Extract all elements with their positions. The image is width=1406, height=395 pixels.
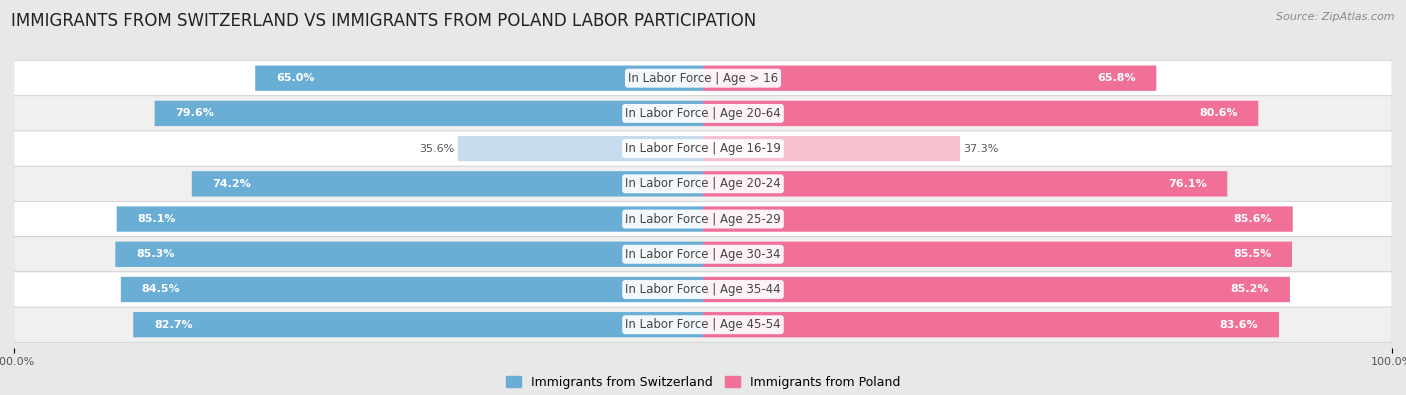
FancyBboxPatch shape	[703, 312, 1279, 337]
FancyBboxPatch shape	[155, 101, 703, 126]
FancyBboxPatch shape	[703, 101, 1258, 126]
Text: 80.6%: 80.6%	[1199, 108, 1237, 118]
Text: 37.3%: 37.3%	[963, 144, 998, 154]
Text: 65.8%: 65.8%	[1097, 73, 1136, 83]
Text: In Labor Force | Age > 16: In Labor Force | Age > 16	[628, 71, 778, 85]
FancyBboxPatch shape	[703, 171, 1227, 197]
FancyBboxPatch shape	[14, 131, 1392, 166]
FancyBboxPatch shape	[14, 201, 1392, 237]
FancyBboxPatch shape	[703, 66, 1156, 91]
Text: Source: ZipAtlas.com: Source: ZipAtlas.com	[1277, 12, 1395, 22]
FancyBboxPatch shape	[121, 277, 703, 302]
FancyBboxPatch shape	[14, 96, 1392, 131]
Text: In Labor Force | Age 45-54: In Labor Force | Age 45-54	[626, 318, 780, 331]
FancyBboxPatch shape	[117, 206, 703, 232]
FancyBboxPatch shape	[14, 60, 1392, 96]
Text: 85.6%: 85.6%	[1233, 214, 1272, 224]
FancyBboxPatch shape	[703, 277, 1289, 302]
FancyBboxPatch shape	[703, 242, 1292, 267]
FancyBboxPatch shape	[14, 237, 1392, 272]
Text: 82.7%: 82.7%	[153, 320, 193, 330]
Text: 65.0%: 65.0%	[276, 73, 315, 83]
FancyBboxPatch shape	[254, 66, 703, 91]
Text: 85.2%: 85.2%	[1230, 284, 1270, 295]
Text: 79.6%: 79.6%	[176, 108, 214, 118]
Text: In Labor Force | Age 20-64: In Labor Force | Age 20-64	[626, 107, 780, 120]
Text: 74.2%: 74.2%	[212, 179, 252, 189]
Text: 76.1%: 76.1%	[1168, 179, 1206, 189]
Text: IMMIGRANTS FROM SWITZERLAND VS IMMIGRANTS FROM POLAND LABOR PARTICIPATION: IMMIGRANTS FROM SWITZERLAND VS IMMIGRANT…	[11, 12, 756, 30]
FancyBboxPatch shape	[458, 136, 703, 161]
Text: In Labor Force | Age 16-19: In Labor Force | Age 16-19	[626, 142, 780, 155]
Legend: Immigrants from Switzerland, Immigrants from Poland: Immigrants from Switzerland, Immigrants …	[501, 371, 905, 394]
FancyBboxPatch shape	[191, 171, 703, 197]
FancyBboxPatch shape	[14, 166, 1392, 201]
FancyBboxPatch shape	[134, 312, 703, 337]
FancyBboxPatch shape	[703, 206, 1292, 232]
Text: 85.3%: 85.3%	[136, 249, 174, 259]
FancyBboxPatch shape	[115, 242, 703, 267]
FancyBboxPatch shape	[703, 136, 960, 161]
Text: In Labor Force | Age 25-29: In Labor Force | Age 25-29	[626, 213, 780, 226]
FancyBboxPatch shape	[14, 307, 1392, 342]
Text: 85.1%: 85.1%	[138, 214, 176, 224]
Text: 83.6%: 83.6%	[1219, 320, 1258, 330]
Text: In Labor Force | Age 30-34: In Labor Force | Age 30-34	[626, 248, 780, 261]
Text: 35.6%: 35.6%	[419, 144, 454, 154]
FancyBboxPatch shape	[14, 272, 1392, 307]
Text: In Labor Force | Age 35-44: In Labor Force | Age 35-44	[626, 283, 780, 296]
Text: 84.5%: 84.5%	[142, 284, 180, 295]
Text: In Labor Force | Age 20-24: In Labor Force | Age 20-24	[626, 177, 780, 190]
Text: 85.5%: 85.5%	[1233, 249, 1271, 259]
